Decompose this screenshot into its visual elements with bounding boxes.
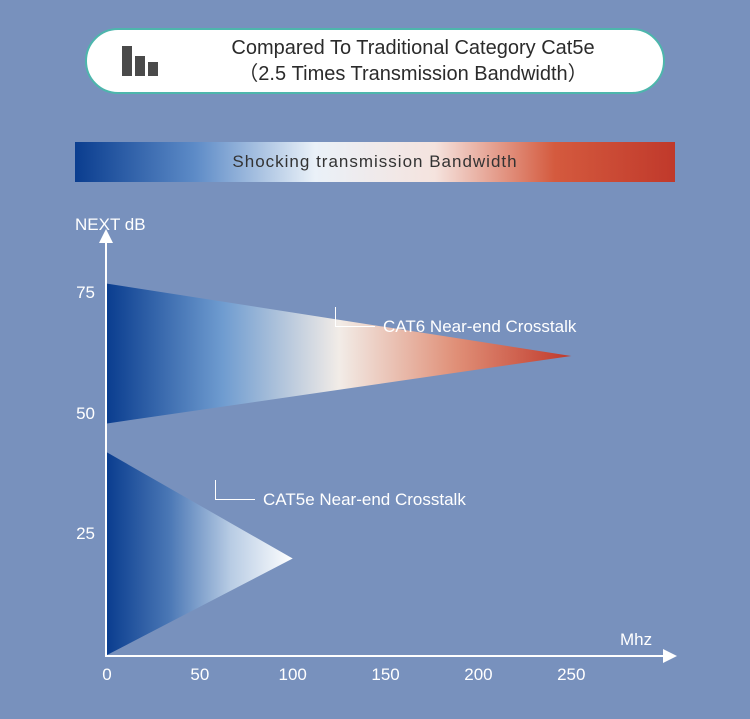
series-cat6 [107, 284, 571, 424]
x-tick: 50 [190, 665, 209, 685]
y-tick: 50 [76, 404, 95, 424]
y-tick: 25 [76, 524, 95, 544]
annotation-cat5e: CAT5e Near-end Crosstalk [215, 490, 466, 510]
series-cat5e [107, 452, 293, 655]
x-tick: 0 [102, 665, 111, 685]
annotation-cat5e-text: CAT5e Near-end Crosstalk [263, 490, 466, 510]
gradient-legend-label: Shocking transmission Bandwidth [232, 152, 517, 172]
y-tick: 75 [76, 283, 95, 303]
x-tick: 200 [464, 665, 492, 685]
annotation-cat6: CAT6 Near-end Crosstalk [335, 317, 576, 337]
x-tick: 250 [557, 665, 585, 685]
header-line2: （2.5 Times Transmission Bandwidth） [183, 61, 643, 87]
chart-area: NEXT dB Mhz CAT6 Near-end Crosstalk CAT5… [75, 215, 695, 685]
pointer-icon [215, 480, 255, 500]
chart-shapes [107, 245, 667, 655]
x-axis-line [105, 655, 665, 657]
header-pill: Compared To Traditional Category Cat5e （… [85, 28, 665, 94]
annotation-cat6-text: CAT6 Near-end Crosstalk [383, 317, 576, 337]
x-tick: 100 [279, 665, 307, 685]
x-tick: 150 [371, 665, 399, 685]
header-title: Compared To Traditional Category Cat5e （… [183, 35, 643, 87]
pointer-icon [335, 307, 375, 327]
bars-icon [122, 46, 158, 76]
header-line1: Compared To Traditional Category Cat5e [183, 35, 643, 61]
gradient-legend-bar: Shocking transmission Bandwidth [75, 142, 675, 182]
y-axis-arrow [99, 229, 113, 243]
